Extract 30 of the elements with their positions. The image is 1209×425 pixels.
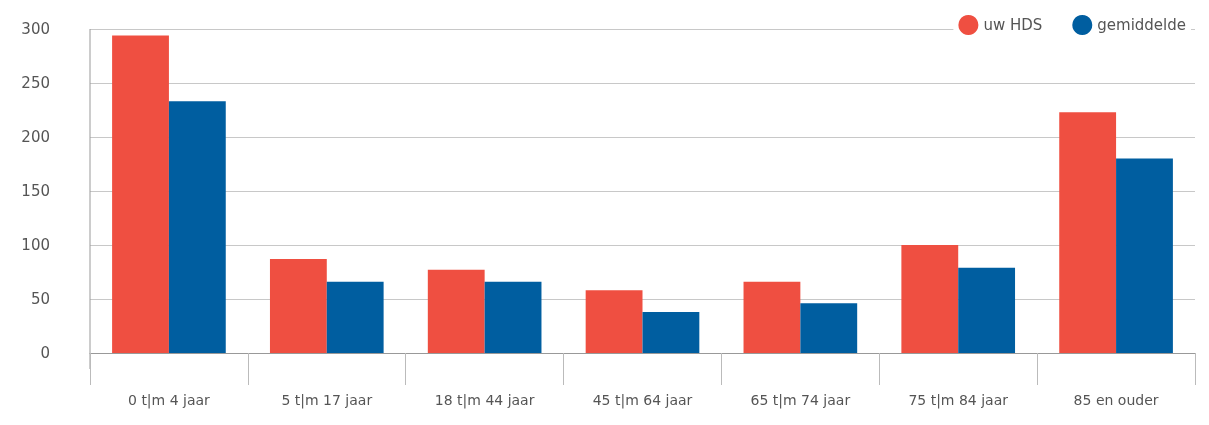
bar bbox=[1116, 158, 1173, 353]
y-tick-label: 150 bbox=[21, 182, 50, 200]
bar bbox=[112, 35, 169, 353]
y-tick-label: 50 bbox=[30, 290, 50, 308]
y-tick-label: 250 bbox=[21, 74, 50, 92]
bar bbox=[800, 303, 858, 353]
bar bbox=[743, 281, 801, 353]
bar bbox=[326, 281, 384, 353]
x-tick-label: 0 t|m 4 jaar bbox=[128, 392, 211, 409]
bar bbox=[269, 259, 327, 353]
y-tick-label: 0 bbox=[40, 344, 50, 362]
x-tick-label: 85 en ouder bbox=[1073, 392, 1159, 408]
bar bbox=[168, 101, 226, 353]
bar bbox=[1059, 112, 1117, 353]
bar bbox=[642, 311, 700, 353]
bar bbox=[958, 267, 1016, 353]
x-tick-label: 45 t|m 64 jaar bbox=[592, 392, 693, 409]
y-tick-label: 200 bbox=[21, 128, 50, 146]
y-tick-label: 300 bbox=[21, 20, 50, 38]
legend-label: uw HDS bbox=[983, 16, 1043, 34]
legend-label: gemiddelde bbox=[1097, 16, 1186, 34]
bar bbox=[585, 290, 643, 353]
bar bbox=[484, 281, 542, 353]
x-tick-label: 65 t|m 74 jaar bbox=[750, 392, 851, 409]
x-tick-label: 18 t|m 44 jaar bbox=[434, 392, 535, 409]
y-tick-label: 100 bbox=[21, 236, 50, 254]
bar bbox=[901, 245, 959, 353]
x-tick-label: 5 t|m 17 jaar bbox=[281, 392, 373, 409]
bar bbox=[427, 269, 485, 353]
x-tick-label: 75 t|m 84 jaar bbox=[908, 392, 1009, 409]
